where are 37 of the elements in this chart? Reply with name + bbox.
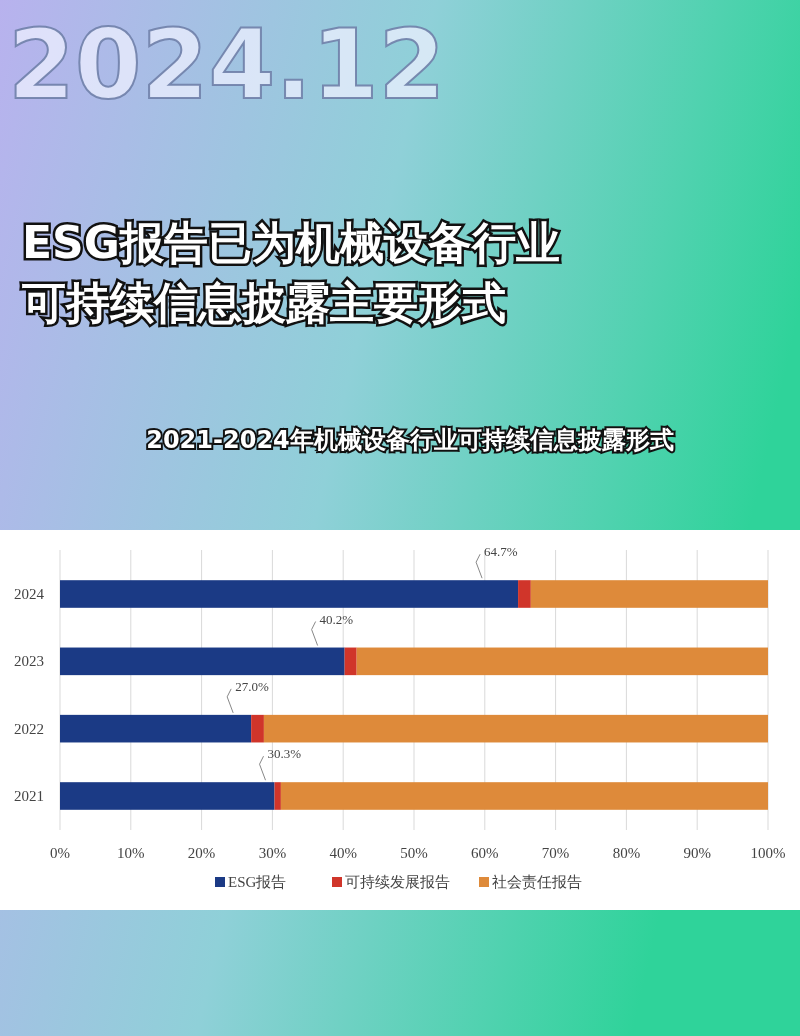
x-tick-label: 40%: [329, 845, 357, 861]
bar: [356, 647, 768, 676]
bar: [274, 782, 281, 810]
x-tick-label: 70%: [541, 845, 570, 861]
x-tick-label: 0%: [50, 845, 70, 861]
bar: [344, 647, 357, 676]
bar: [60, 782, 275, 810]
y-tick-label: 2023: [14, 653, 44, 670]
x-tick-label: 10%: [117, 845, 145, 861]
legend-label: 社会责任报告: [492, 874, 582, 890]
x-tick-label: 60%: [471, 845, 499, 861]
data-label: 40.2%: [319, 611, 354, 627]
x-tick-label: 90%: [683, 845, 711, 861]
bar: [530, 580, 768, 608]
data-label: 30.3%: [267, 746, 302, 762]
bar: [251, 714, 264, 743]
bar: [518, 580, 531, 608]
bar: [280, 782, 768, 810]
legend-label: 可持续发展报告: [345, 874, 450, 890]
chart-subtitle: 2021-2024年机械设备行业可持续信息披露形式: [146, 426, 674, 454]
bar: [60, 714, 252, 743]
y-tick-label: 2021: [14, 788, 44, 804]
y-tick-label: 2024: [14, 586, 45, 602]
x-tick-label: 100%: [750, 845, 786, 861]
x-tick-label: 30%: [258, 845, 287, 861]
bar: [60, 580, 519, 608]
text: 2024.12: [8, 9, 446, 121]
x-tick-label: 20%: [187, 845, 216, 861]
legend-label: ESG报告: [228, 874, 287, 890]
bar: [60, 647, 345, 676]
x-tick-label: 50%: [400, 845, 428, 861]
data-label: 27.0%: [235, 678, 269, 694]
chart-title: ESG报告已为机械设备行业可持续信息披露主要形式: [22, 217, 560, 328]
data-label: 64.7%: [484, 544, 518, 560]
bar: [263, 714, 768, 743]
x-tick-label: 80%: [612, 845, 641, 861]
y-tick-label: 2022: [14, 720, 44, 737]
